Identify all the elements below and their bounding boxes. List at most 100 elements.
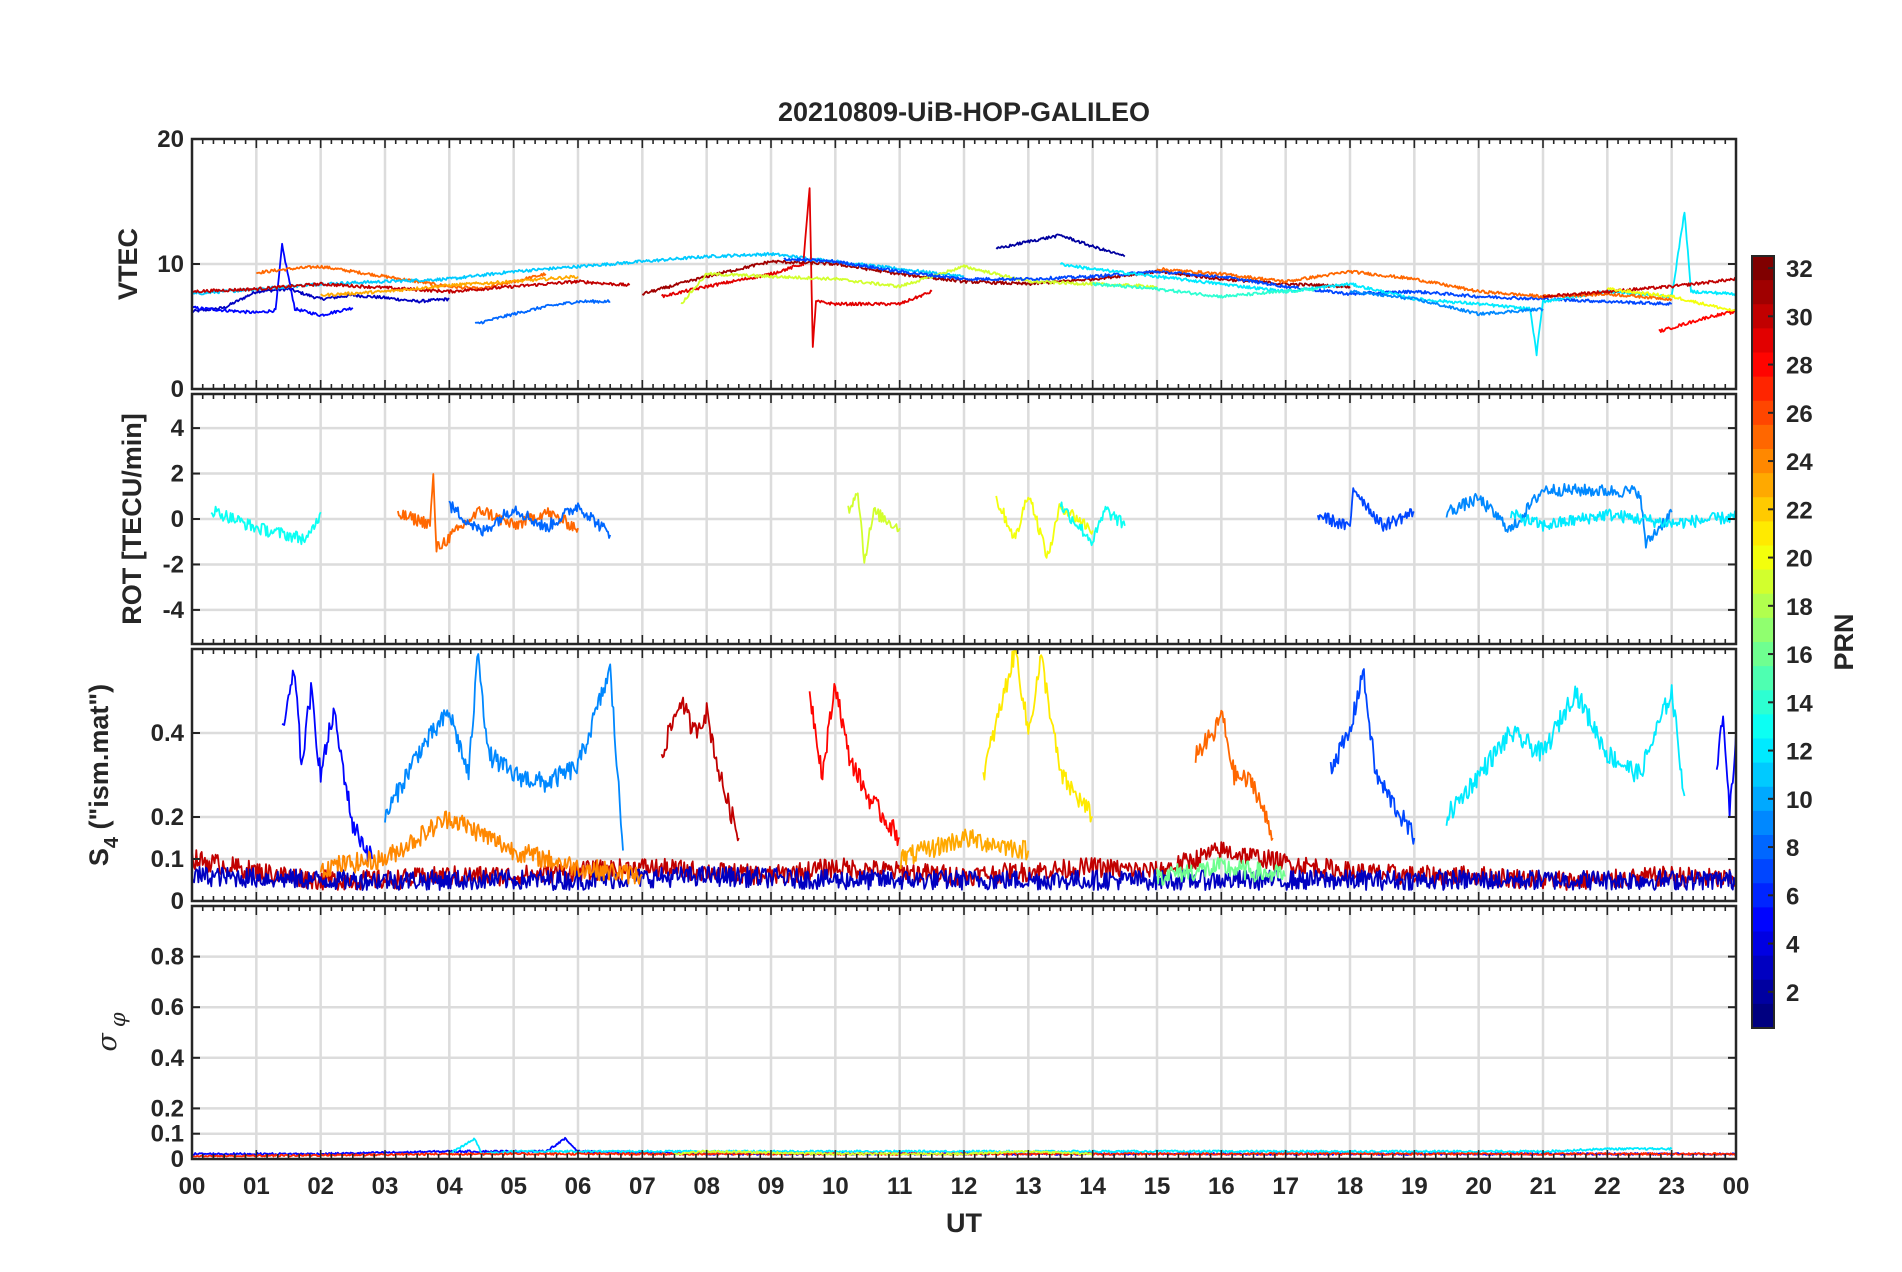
colorbar-step xyxy=(1752,883,1774,908)
series-line-prn-13 xyxy=(210,505,322,546)
x-tick-label: 19 xyxy=(1401,1173,1428,1200)
series-line-prn-23 xyxy=(898,828,1030,870)
colorbar-step xyxy=(1752,328,1774,354)
x-tick-label: 03 xyxy=(372,1173,399,1200)
x-tick-label: 14 xyxy=(1079,1173,1106,1200)
series-line-prn-20 xyxy=(1606,287,1736,312)
y-tick-label: 0 xyxy=(171,1146,184,1173)
x-tick-label: 16 xyxy=(1208,1173,1235,1200)
x-tick-label: 13 xyxy=(1015,1173,1042,1200)
colorbar-tick-label: 4 xyxy=(1786,932,1800,959)
colorbar-step xyxy=(1752,449,1774,474)
colorbar-step xyxy=(1752,473,1774,498)
y-tick-label: 0 xyxy=(171,888,184,915)
series-line-prn-9 xyxy=(384,653,624,851)
y-tick-label: -4 xyxy=(163,597,185,624)
panel-rot-lines xyxy=(210,473,1736,564)
colorbar-step xyxy=(1752,931,1774,957)
colorbar-step xyxy=(1752,859,1774,884)
colorbar-step xyxy=(1752,666,1774,691)
x-axis-tick-labels: 00 01 02 03 04 05 06 07 08 09 10 11 12 13 14 15 16 17 18 19… xyxy=(179,1173,1750,1200)
colorbar-step xyxy=(1752,762,1774,788)
x-tick-label: 02 xyxy=(307,1173,334,1200)
colorbar-step xyxy=(1752,810,1774,836)
colorbar-step xyxy=(1752,714,1774,740)
series-line-prn-24 xyxy=(319,810,643,885)
x-tick-label: 12 xyxy=(951,1173,978,1200)
panel-rot-grid xyxy=(192,394,1736,644)
colorbar-tick-label: 8 xyxy=(1786,835,1799,862)
series-line-prn-28 xyxy=(808,683,900,847)
series-line-prn-19 xyxy=(674,1149,1094,1156)
y-tick-label: 0.2 xyxy=(151,804,184,831)
colorbar-step xyxy=(1752,955,1774,981)
colorbar-step xyxy=(1752,352,1774,378)
series-line-prn-12 xyxy=(1509,508,1736,532)
panel-s4-lines xyxy=(192,649,1736,891)
y-tick-label: 0 xyxy=(171,376,184,403)
panel-rot-ticks: -4 -2 0 2 4 xyxy=(163,394,1736,644)
x-tick-label: 08 xyxy=(693,1173,720,1200)
series-line-prn-25 xyxy=(256,264,547,291)
panel-vtec-frame xyxy=(190,137,1738,391)
colorbar-tick-label: 20 xyxy=(1786,546,1813,573)
colorbar-tick-label: 26 xyxy=(1786,401,1813,428)
colorbar-step xyxy=(1752,617,1774,643)
colorbar-frame xyxy=(1751,255,1775,1029)
panel-rot-frame xyxy=(190,392,1738,646)
x-tick-label: 22 xyxy=(1594,1173,1621,1200)
x-tick-label: 04 xyxy=(436,1173,463,1200)
series-line-prn-5 xyxy=(192,242,354,318)
panel-vtec: 0 10 20 VTEC xyxy=(113,126,1738,403)
colorbar-label: PRN xyxy=(1829,613,1859,670)
colorbar-tick-label: 18 xyxy=(1786,594,1813,621)
colorbar-step xyxy=(1752,569,1774,595)
colorbar-step xyxy=(1752,497,1774,522)
sigma-label-sub: φ xyxy=(106,1012,130,1027)
series-line-prn-16 xyxy=(1156,857,1286,886)
series-line-prn-5 xyxy=(281,669,373,863)
y-tick-label: 20 xyxy=(157,126,184,153)
colorbar-step xyxy=(1752,979,1774,1005)
y-tick-label: 2 xyxy=(171,461,184,488)
series-line-prn-30 xyxy=(192,279,631,294)
x-tick-label: 18 xyxy=(1337,1173,1364,1200)
x-tick-label: 05 xyxy=(500,1173,527,1200)
y-tick-label: 0.2 xyxy=(151,1095,184,1122)
colorbar-step xyxy=(1752,424,1774,450)
colorbar-tick-label: 24 xyxy=(1786,449,1813,476)
colorbar-tick-label: 32 xyxy=(1786,256,1813,283)
series-line-prn-28 xyxy=(1658,309,1736,334)
series-line-prn-19 xyxy=(680,264,1158,305)
x-tick-label: 15 xyxy=(1144,1173,1171,1200)
colorbar-step xyxy=(1752,521,1774,547)
colorbar-step xyxy=(1752,642,1774,667)
panel-s4-ylabel: S4 ("ism.mat") xyxy=(84,684,123,866)
series-line-prn-9 xyxy=(1445,482,1673,549)
x-tick-label: 09 xyxy=(758,1173,785,1200)
series-line-prn-29 xyxy=(660,187,933,348)
panel-sigma-frame xyxy=(190,904,1738,1161)
colorbar-steps xyxy=(1752,256,1774,1029)
series-line-prn-3 xyxy=(192,865,1736,891)
y-tick-label: 0.1 xyxy=(151,1121,184,1148)
panel-sigma-ticks: 00.10.2 0.4 0.6 0.8 xyxy=(151,906,1736,1173)
colorbar-step xyxy=(1752,376,1774,402)
panel-sigma-ylabel: σφ xyxy=(92,1012,130,1051)
panel-s4: 0 0.1 0.2 0.4 S4 ("ism.mat") xyxy=(84,647,1738,915)
panel-sigma: 00.10.2 0.4 0.6 0.8 σφ xyxy=(92,904,1738,1173)
colorbar-tick-label: 14 xyxy=(1786,690,1813,717)
colorbar-step xyxy=(1752,907,1774,933)
colorbar-tick-label: 2 xyxy=(1786,980,1799,1007)
x-axis-label: UT xyxy=(946,1208,982,1238)
y-tick-label: 0.8 xyxy=(151,944,184,971)
x-tick-label: 07 xyxy=(629,1173,656,1200)
colorbar-step xyxy=(1752,593,1774,619)
colorbar-tick-label: 12 xyxy=(1786,739,1813,766)
y-tick-label: 4 xyxy=(171,415,185,442)
series-line-prn-2 xyxy=(995,233,1126,258)
series-line-prn-25 xyxy=(1156,267,1673,302)
y-tick-label: 10 xyxy=(157,251,184,278)
panel-rot-ylabel: ROT [TECU/min] xyxy=(117,413,147,624)
